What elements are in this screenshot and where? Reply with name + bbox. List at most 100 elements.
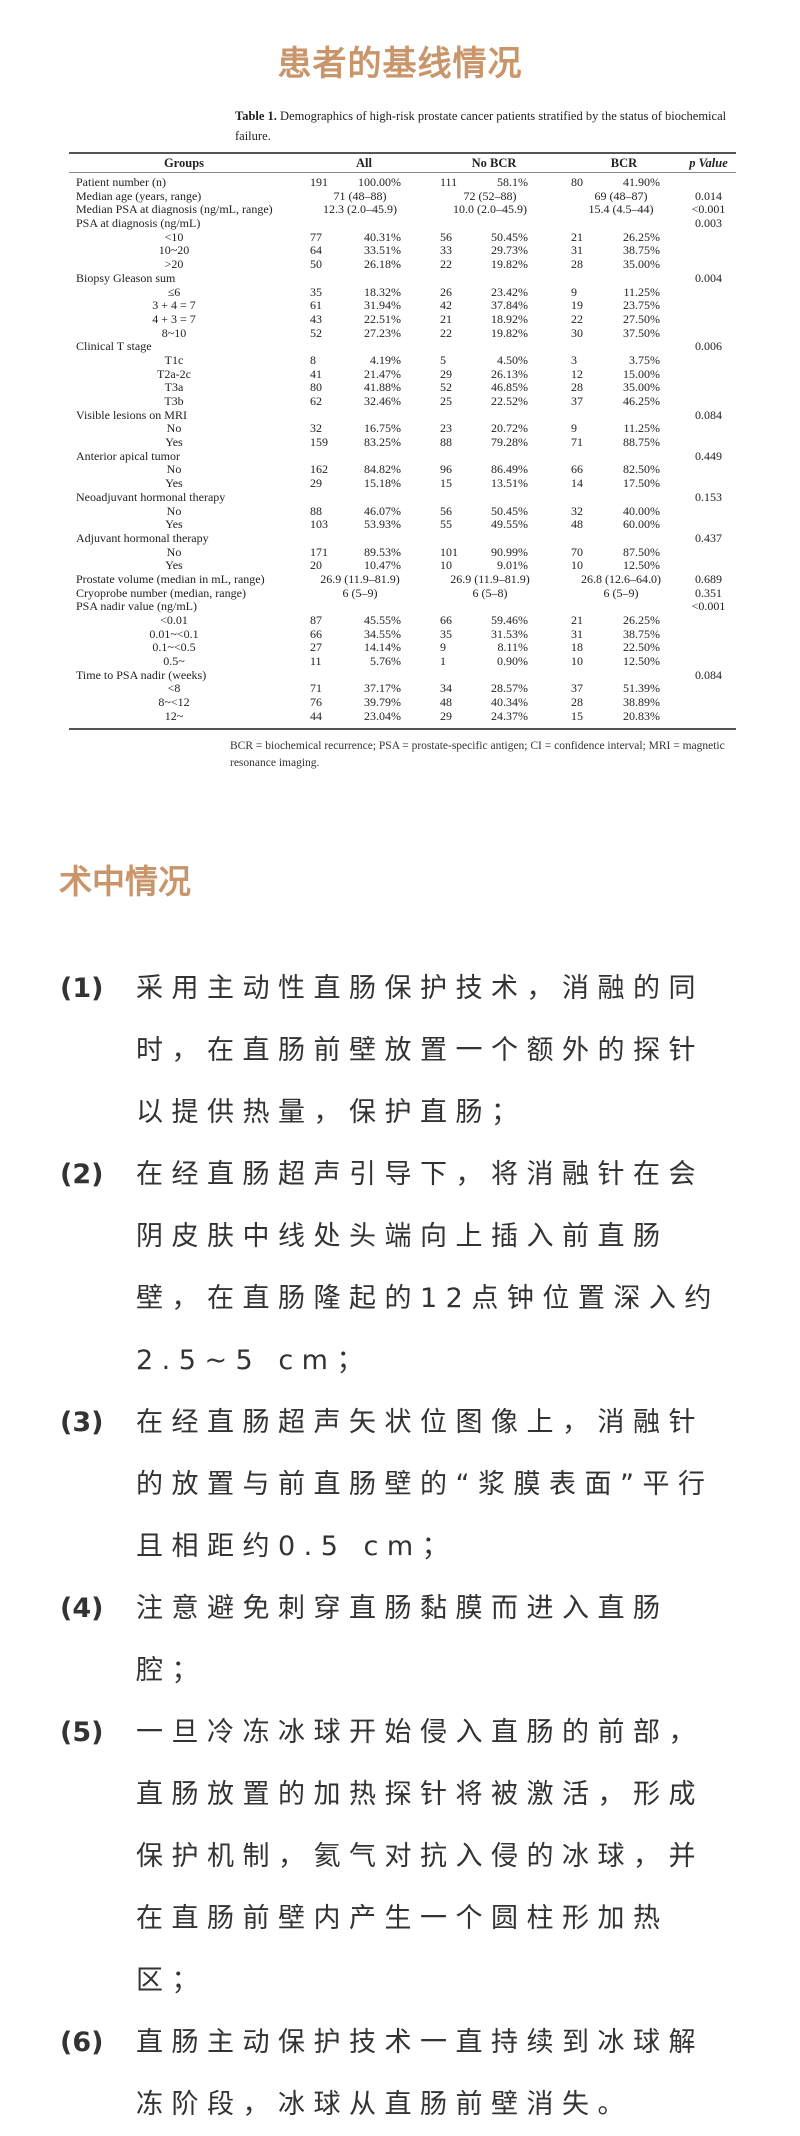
nobcr-percent: 50.45% (491, 229, 528, 244)
table-row: Clinical T stage 0.006 (69, 340, 736, 354)
list-item: (1) 采用主动性直肠保护技术，消融的同时，在直肠前壁放置一个额外的探针以提供热量… (0, 958, 800, 1144)
row-label: No (166, 462, 182, 477)
nobcr-count: 56 (440, 229, 452, 244)
bcr-count: 28 (571, 695, 583, 710)
all-median: 71 (48–88) (333, 188, 387, 203)
all-percent: 21.47% (364, 366, 401, 381)
row-label: 0.1~<0.5 (152, 640, 196, 655)
row-label: Neoadjuvant hormonal therapy (76, 489, 226, 504)
all-median: 6 (5–9) (342, 585, 378, 600)
row-label: 0.01~<0.1 (149, 626, 199, 641)
bcr-percent: 12.50% (623, 654, 660, 669)
nobcr-percent: 19.82% (491, 257, 528, 272)
nobcr-percent: 29.73% (491, 243, 528, 258)
table-top-rule (69, 152, 736, 154)
all-percent: 10.47% (364, 558, 401, 573)
row-label: >20 (164, 257, 184, 272)
bcr-percent: 26.25% (623, 229, 660, 244)
nobcr-percent: 0.90% (497, 654, 528, 669)
item-text: 采用主动性直肠保护技术，消融的同时，在直肠前壁放置一个额外的探针以提供热量，保护… (136, 973, 704, 1128)
header-bcr: BCR (610, 156, 638, 170)
bcr-count: 31 (571, 243, 583, 258)
table-row: Patient number (n) 191 100.00% 111 58.1% 80 41… (69, 175, 736, 190)
bcr-count: 66 (571, 462, 583, 477)
nobcr-count: 1 (440, 654, 446, 669)
all-percent: 33.51% (364, 243, 401, 258)
bcr-median: 6 (5–9) (603, 585, 639, 600)
nobcr-count: 88 (440, 435, 452, 450)
row-label: Cryoprobe number (median, range) (76, 585, 246, 600)
all-percent: 31.94% (364, 298, 401, 313)
nobcr-percent: 24.37% (491, 708, 528, 723)
nobcr-percent: 50.45% (491, 503, 528, 518)
bcr-percent: 15.00% (623, 366, 660, 381)
nobcr-percent: 22.52% (491, 394, 528, 408)
item-text: 注意避免刺穿直肠黏膜而进入直肠腔； (136, 1593, 669, 1686)
table-row: Median PSA at diagnosis (ng/mL, range) 12… (69, 203, 736, 217)
p-value: 0.084 (695, 407, 722, 422)
item-marker: (1) (60, 973, 104, 1004)
bcr-percent: 41.90% (623, 175, 660, 189)
table-row: 10~20 64 33.51% 33 29.73% 31 38.75% (69, 244, 736, 258)
all-percent: 16.75% (364, 421, 401, 436)
table-row: No 171 89.53% 101 90.99% 70 87.50% (69, 544, 736, 560)
list-item: (5) 一旦冷冻冰球开始侵入直肠的前部，直肠放置的加热探针将被激活，形成保护机制，… (0, 1702, 800, 2012)
bcr-percent: 38.75% (623, 243, 660, 258)
item-marker: (3) (60, 1407, 104, 1438)
all-count: 35 (310, 284, 322, 299)
all-count: 27 (310, 640, 322, 655)
p-value: 0.153 (695, 489, 722, 504)
p-value: 0.004 (695, 270, 722, 285)
bcr-count: 12 (571, 366, 583, 381)
table-row: Visible lesions on MRI 0.084 (69, 407, 736, 423)
row-label: Median PSA at diagnosis (ng/mL, range) (76, 202, 273, 217)
bcr-percent: 26.25% (623, 613, 660, 627)
all-count: 43 (310, 311, 322, 326)
row-label: Patient number (n) (76, 175, 166, 189)
all-count: 52 (310, 325, 322, 340)
nobcr-percent: 59.46% (491, 613, 528, 627)
p-value: <0.001 (691, 599, 726, 614)
caption-text: Demographics of high-risk prostate cance… (235, 109, 727, 143)
table-row: T3b 62 32.46% 25 22.52% 37 46.25% (69, 394, 736, 409)
table-row: Prostate volume (median in mL, range) 26.… (69, 572, 736, 587)
all-percent: 27.23% (364, 325, 401, 340)
all-percent: 84.82% (364, 462, 401, 477)
row-label: Biopsy Gleason sum (76, 270, 176, 285)
table-row: Time to PSA nadir (weeks) 0.084 (69, 668, 736, 683)
nobcr-count: 56 (440, 503, 452, 518)
nobcr-percent: 20.72% (491, 421, 528, 436)
item-marker: (5) (60, 1717, 104, 1748)
nobcr-count: 101 (440, 544, 458, 559)
row-label: 8~<12 (158, 695, 190, 710)
bcr-count: 71 (571, 435, 583, 450)
nobcr-count: 15 (440, 476, 452, 491)
all-percent: 26.18% (364, 257, 401, 272)
all-count: 66 (310, 626, 322, 641)
all-percent: 100.00% (358, 175, 401, 189)
all-percent: 53.93% (364, 517, 401, 532)
all-percent: 89.53% (364, 544, 401, 559)
caption-label: Table 1. (235, 109, 277, 123)
all-count: 50 (310, 257, 322, 272)
all-median: 12.3 (2.0–45.9) (323, 202, 397, 217)
all-count: 159 (310, 435, 328, 450)
bcr-count: 37 (571, 681, 583, 696)
table-row: T3a 80 41.88% 52 46.85% 28 35.00% (69, 381, 736, 395)
row-label: T3b (164, 394, 184, 408)
bcr-percent: 17.50% (623, 476, 660, 491)
all-count: 62 (310, 394, 322, 408)
table-body: Patient number (n) 191 100.00% 111 58.1% 80 41… (69, 173, 736, 724)
item-text: 一旦冷冻冰球开始侵入直肠的前部，直肠放置的加热探针将被激活，形成保护机制，氦气对… (136, 1717, 704, 1996)
table-row: 8~10 52 27.23% 22 19.82% 30 37.50% (69, 325, 736, 341)
item-text: 在经直肠超声引导下，将消融针在会阴皮肤中线处头端向上插入前直肠壁，在直肠隆起的1… (136, 1159, 720, 1376)
all-count: 88 (310, 503, 322, 518)
p-value: 0.006 (695, 339, 722, 354)
all-percent: 46.07% (364, 503, 401, 518)
table-row: Cryoprobe number (median, range) 6 (5–9) 6… (69, 585, 736, 601)
nobcr-count: 33 (440, 243, 452, 258)
nobcr-count: 42 (440, 298, 452, 313)
list-item: (3) 在经直肠超声矢状位图像上，消融针的放置与前直肠壁的“浆膜表面”平行且相距约… (0, 1392, 800, 1578)
table-row: Median age (years, range) 71 (48–88) 72 (5… (69, 188, 736, 204)
row-label: T1c (164, 352, 184, 367)
